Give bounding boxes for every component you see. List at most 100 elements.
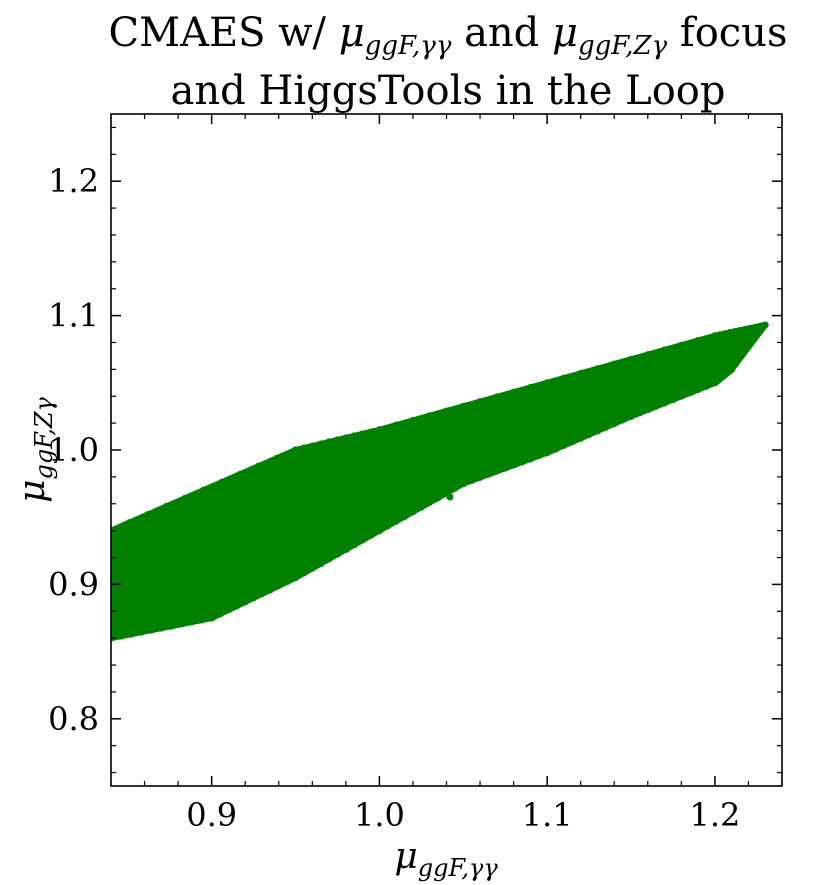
upper-edge-point <box>359 430 367 438</box>
upper-edge-point <box>560 374 568 382</box>
upper-edge-point <box>334 436 341 444</box>
upper-edge-point <box>126 519 133 527</box>
lower-edge-point <box>669 396 677 404</box>
lower-edge-point <box>178 620 185 628</box>
lower-edge-point <box>627 412 635 420</box>
lower-edge-point <box>652 402 660 410</box>
x-tick-label: 0.9 <box>186 796 237 834</box>
chart-title-line1: CMAES w/ μggF,γγ and μggF,Zγ focus <box>109 10 788 61</box>
lower-edge-point <box>493 467 501 475</box>
upper-edge-point <box>459 402 467 410</box>
lower-edge-point <box>198 616 206 624</box>
lower-edge-point <box>560 441 568 449</box>
lower-edge-point <box>275 582 283 590</box>
upper-edge-point <box>476 398 484 406</box>
upper-edge-point <box>627 355 635 363</box>
lower-edge-point <box>342 546 350 553</box>
upper-edge-point <box>644 351 652 359</box>
lower-edge-point <box>694 386 702 393</box>
lower-edge-point <box>266 586 274 594</box>
upper-edge-point <box>162 502 170 510</box>
lower-edge-point <box>147 626 155 634</box>
lower-edge-point <box>577 434 585 442</box>
axis-ticks: 0.9 1.0 1.1 1.2 0.8 0.9 1.0 1.1 1.2 <box>48 114 783 834</box>
lower-edge-point <box>292 574 299 582</box>
lower-edge-point <box>610 420 618 428</box>
lower-edge-point <box>250 594 258 602</box>
chart-title-line2: and HiggsTools in the Loop <box>171 68 726 114</box>
upper-edge-point <box>610 360 618 368</box>
lower-edge-point <box>568 438 576 446</box>
lower-edge-point <box>409 508 417 516</box>
scatter-band <box>111 322 769 642</box>
upper-edge-point <box>661 346 669 354</box>
lower-edge-point <box>401 513 409 520</box>
lower-edge-point <box>426 498 434 506</box>
lower-edge-point <box>635 409 643 417</box>
scatter-point <box>409 497 417 505</box>
lower-edge-point <box>325 555 333 563</box>
upper-edge-point <box>308 442 316 450</box>
lower-edge-point <box>216 610 224 618</box>
lower-edge-point <box>392 517 400 525</box>
upper-edge-point <box>426 412 434 420</box>
upper-edge-point <box>577 369 585 377</box>
upper-edge-point <box>199 486 207 494</box>
upper-edge-point <box>594 365 601 373</box>
lower-edge-point <box>188 618 195 626</box>
upper-edge-point <box>526 384 534 391</box>
lower-edge-point <box>208 614 216 622</box>
upper-edge-point <box>677 341 685 349</box>
upper-edge-point <box>367 428 375 436</box>
upper-edge-point <box>144 511 152 518</box>
lower-edge-point <box>137 628 145 636</box>
y-tick-label: 1.0 <box>48 431 99 469</box>
upper-edge-point <box>510 388 518 396</box>
scatter-point <box>283 527 291 535</box>
upper-edge-point <box>181 494 189 502</box>
scatter-point <box>250 560 258 568</box>
upper-edge-point <box>325 438 333 446</box>
scatter-point <box>370 517 378 525</box>
upper-edge-point <box>273 454 281 462</box>
lower-edge-point <box>359 536 367 544</box>
lower-edge-point <box>459 480 467 488</box>
lower-edge-point <box>661 399 669 407</box>
upper-edge-point <box>761 321 769 329</box>
lower-edge-point <box>501 464 509 472</box>
lower-edge-point <box>241 598 249 606</box>
x-tick-label: 1.0 <box>354 796 405 834</box>
lower-edge-point <box>552 445 559 453</box>
lower-edge-point <box>677 392 685 400</box>
scatter-point <box>468 466 476 474</box>
lower-edge-point <box>334 550 341 558</box>
lower-edge-point <box>283 578 291 586</box>
x-axis-label: μggF,γγ <box>394 836 498 882</box>
lower-edge-point <box>417 503 425 511</box>
lower-edge-point <box>468 477 476 484</box>
scatter-point <box>426 489 434 497</box>
lower-edge-point <box>644 406 652 414</box>
lower-edge-point <box>594 427 601 435</box>
upper-edge-point <box>317 440 325 448</box>
upper-edge-point <box>255 462 263 470</box>
lower-edge-point <box>510 461 518 469</box>
lower-edge-point <box>535 452 543 460</box>
lower-edge-point <box>167 622 175 630</box>
y-tick-label: 0.8 <box>48 700 99 738</box>
lower-edge-point <box>117 632 125 640</box>
lower-edge-point <box>384 522 392 530</box>
lower-edge-point <box>300 569 308 577</box>
x-tick-label: 1.1 <box>522 796 573 834</box>
y-tick-label: 1.2 <box>48 162 99 200</box>
lower-edge-point <box>728 365 736 373</box>
upper-edge-point <box>443 407 450 415</box>
upper-edge-point <box>543 379 551 387</box>
lower-edge-point <box>317 560 325 568</box>
scatter-point <box>350 516 358 524</box>
x-tick-label: 1.2 <box>689 796 740 834</box>
upper-edge-point <box>236 470 244 478</box>
lower-edge-point <box>602 423 610 431</box>
lower-edge-point <box>367 531 375 539</box>
